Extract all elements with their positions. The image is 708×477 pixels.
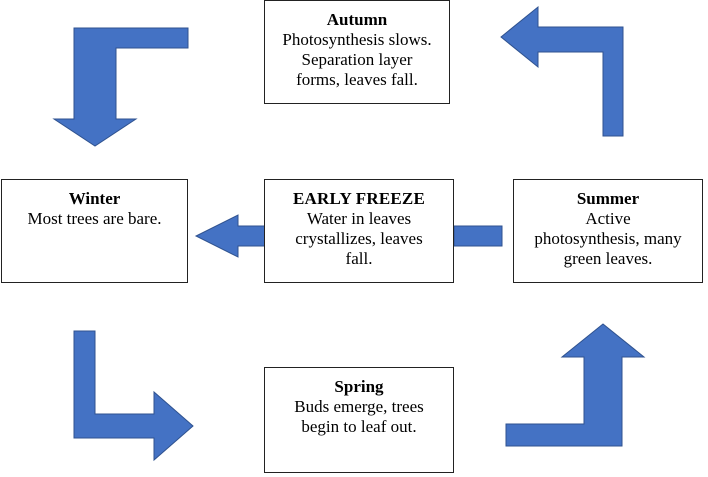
arrow-summer-to-autumn (500, 5, 624, 137)
autumn-box: Autumn Photosynthesis slows. Separation … (264, 0, 450, 104)
summer-title: Summer (576, 189, 640, 208)
autumn-text-line-3: forms, leaves fall. (296, 70, 418, 89)
summer-text-line-2: photosynthesis, many (534, 229, 682, 248)
spring-text-line-2: begin to leaf out. (301, 417, 417, 436)
autumn-title: Autumn (326, 10, 388, 29)
winter-text-line-1: Most trees are bare. (27, 209, 162, 228)
summer-text-line-3: green leaves. (563, 249, 653, 268)
early-freeze-text-line-2: crystallizes, leaves (295, 229, 423, 248)
autumn-text-line-2: Separation layer (301, 50, 413, 69)
winter-title: Winter (68, 189, 121, 208)
spring-text-line-1: Buds emerge, trees (294, 397, 424, 416)
spring-title: Spring (334, 377, 384, 396)
arrow-freeze-to-winter (194, 214, 267, 258)
winter-box: Winter Most trees are bare. (1, 179, 188, 283)
early-freeze-box: EARLY FREEZE Water in leaves crystallize… (264, 179, 454, 283)
early-freeze-text-line-1: Water in leaves (306, 209, 412, 228)
spring-box: Spring Buds emerge, trees begin to leaf … (264, 367, 454, 473)
summer-box: Summer Active photosynthesis, many green… (513, 179, 703, 283)
arrow-winter-to-spring (73, 330, 194, 462)
arrow-summer-to-freeze (453, 225, 503, 247)
early-freeze-text-line-3: fall. (345, 249, 373, 268)
arrow-autumn-to-winter (52, 27, 189, 147)
autumn-text-line-1: Photosynthesis slows. (282, 30, 432, 49)
summer-text-line-1: Active (585, 209, 631, 228)
early-freeze-title: EARLY FREEZE (293, 189, 425, 208)
arrow-spring-to-summer (505, 323, 646, 447)
